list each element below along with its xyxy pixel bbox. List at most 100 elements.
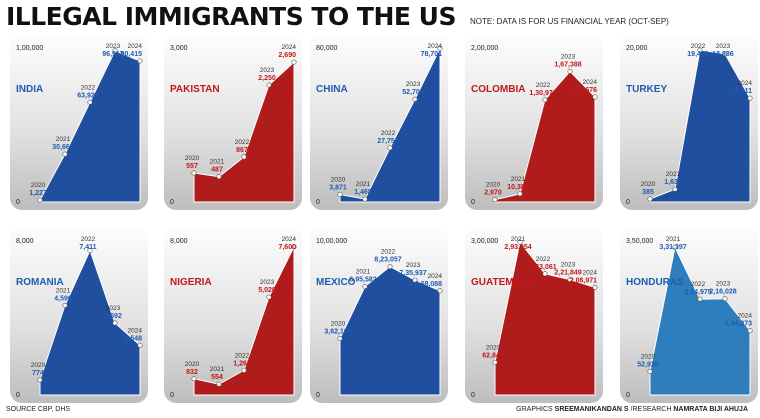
area-mexico [339, 266, 441, 396]
value-label: 2,14,975 [684, 289, 711, 296]
data-point [362, 283, 368, 289]
year-label: 2021 [56, 136, 71, 143]
data-point [362, 196, 368, 202]
data-point [216, 174, 222, 180]
value-label: 554 [211, 374, 223, 381]
ytick-label: 0 [170, 199, 174, 206]
year-label: 2020 [641, 353, 656, 360]
year-label: 2023 [561, 53, 576, 60]
chart-title-guatemala: GUATEMALA [471, 277, 534, 288]
chart-panel-guatemala: 0 3,00,000 GUATEMALA 2020 62,848 2021 2,93,954… [465, 227, 603, 403]
data-point [137, 342, 143, 348]
year-label: 2024 [282, 44, 297, 51]
data-point [672, 186, 678, 192]
data-point [191, 170, 197, 176]
data-point [87, 99, 93, 105]
ytick-label: 2,00,000 [471, 45, 498, 52]
value-label: 385 [642, 189, 654, 196]
year-label: 2024 [738, 313, 753, 320]
data-point [517, 191, 523, 197]
year-label: 2021 [356, 181, 371, 188]
area-nigeria [193, 246, 295, 396]
chart-panel-turkey: 0 20,000 TURKEY 2020 385 2021 1,638 2022 19,470 2… [620, 34, 758, 210]
year-label: 2024 [583, 79, 598, 86]
chart-panel-nigeria: 0 8,000 NIGERIA 2020 832 2021 554 2022 1,265 2023… [164, 227, 302, 403]
area-india [39, 50, 141, 203]
year-label: 2023 [716, 43, 731, 50]
data-point [62, 151, 68, 157]
data-point [337, 191, 343, 197]
graphics-name: SREEMANIKANDAN S [554, 406, 629, 413]
ytick-label: 3,00,000 [471, 238, 498, 245]
value-label: 557 [186, 163, 198, 170]
data-point [697, 296, 703, 302]
value-label: 52,920 [637, 361, 659, 368]
year-label: 2021 [210, 159, 225, 166]
chart-panel-china: 0 80,000 CHINA 2020 3,871 2021 1,468 2022 27,756… [310, 34, 448, 210]
value-label: 1,44,373 [725, 321, 752, 328]
ytick-label: 0 [16, 199, 20, 206]
data-point [337, 336, 343, 342]
value-label: 3,31,397 [659, 244, 686, 251]
value-label: 62,848 [482, 352, 504, 359]
year-label: 2022 [691, 281, 706, 288]
year-label: 2020 [486, 344, 501, 351]
year-label: 2022 [235, 139, 250, 146]
chart-title-honduras: HONDURAS [626, 277, 684, 288]
value-label: 1,468 [354, 189, 372, 196]
value-label: 10,381 [507, 184, 529, 191]
value-label: 3,871 [329, 184, 347, 191]
value-label: 487 [211, 167, 223, 174]
year-label: 2021 [666, 236, 681, 243]
data-point [437, 288, 443, 294]
year-label: 2022 [81, 84, 96, 91]
year-label: 2024 [738, 80, 753, 87]
value-label: 1,638 [664, 179, 682, 186]
year-label: 2022 [381, 130, 396, 137]
ytick-label: 0 [316, 392, 320, 399]
year-label: 2022 [381, 249, 396, 256]
year-label: 2020 [185, 155, 200, 162]
data-point [266, 294, 272, 300]
page-title: ILLEGAL IMMIGRANTS TO THE US [6, 2, 456, 31]
ytick-label: 0 [170, 392, 174, 399]
data-point [291, 244, 297, 250]
data-point [137, 58, 143, 64]
graphics-credit: GRAPHICS SREEMANIKANDAN S /RESEARCH NAMR… [516, 406, 748, 413]
chart-title-china: CHINA [316, 84, 348, 95]
year-label: 2024 [583, 269, 598, 276]
year-label: 2023 [561, 262, 576, 269]
chart-panel-pakistan: 0 3,000 PAKISTAN 2020 557 2021 487 2022 867 2023 2… [164, 34, 302, 210]
value-label: 1,67,388 [554, 61, 581, 68]
year-label: 2023 [106, 305, 121, 312]
ytick-label: 8,000 [170, 238, 188, 245]
chart-title-pakistan: PAKISTAN [170, 84, 220, 95]
year-label: 2020 [31, 182, 46, 189]
value-label: 3,692 [104, 313, 122, 320]
data-point [87, 247, 93, 253]
data-point [112, 48, 118, 54]
data-point [112, 320, 118, 326]
year-label: 2024 [128, 327, 143, 334]
year-label: 2023 [260, 67, 275, 74]
chart-title-nigeria: NIGERIA [170, 277, 212, 288]
data-point [266, 82, 272, 88]
chart-title-romania: ROMANIA [16, 277, 64, 288]
value-label: 6,95,582 [349, 276, 376, 283]
value-label: 2,690 [278, 52, 296, 59]
ytick-label: 8,000 [16, 238, 34, 245]
data-point [697, 47, 703, 53]
data-point [387, 145, 393, 151]
value-label: 63,927 [77, 92, 99, 99]
data-point [722, 51, 728, 57]
data-point [241, 154, 247, 160]
ytick-label: 0 [626, 392, 630, 399]
area-pakistan [193, 60, 295, 203]
data-point [191, 376, 197, 382]
value-label: 18,986 [712, 51, 734, 58]
value-label: 832 [186, 369, 198, 376]
data-point [37, 377, 43, 383]
data-point [492, 359, 498, 365]
value-label: 2,970 [484, 190, 502, 197]
